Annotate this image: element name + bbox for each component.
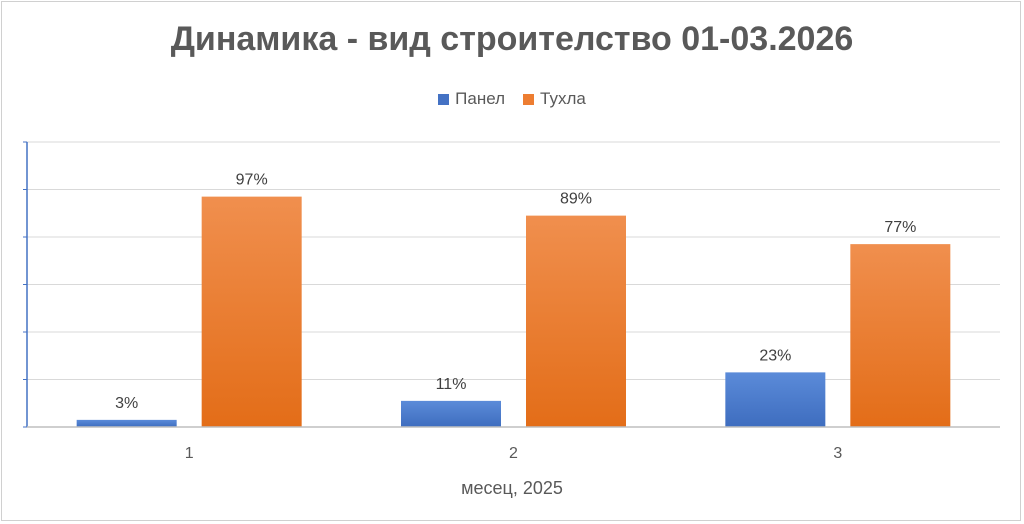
bars (76, 196, 951, 427)
bar-panel-1 (76, 419, 177, 427)
chart-title: Динамика - вид строителство 01-03.2026 (170, 20, 854, 58)
gridlines (27, 141, 1000, 428)
data-label-brick-1: 97% (236, 172, 268, 189)
legend-label-brick: Тухла (540, 89, 586, 108)
bar-panel-3 (725, 372, 826, 427)
bar-brick-2 (526, 215, 626, 427)
data-label-panel-3: 23% (759, 347, 791, 364)
legend-item-brick: Тухла (523, 89, 586, 109)
x-tick-label: 3 (833, 445, 842, 462)
legend-label-panel: Панел (455, 89, 506, 108)
data-label-panel-2: 11% (436, 376, 467, 393)
data-label-brick-3: 77% (884, 219, 916, 236)
x-tick-label: 2 (509, 445, 518, 462)
legend-swatch-panel (438, 93, 450, 105)
bar-panel-2 (401, 400, 501, 427)
data-label-panel-1: 3% (115, 395, 138, 412)
legend-item-panel: Панел (438, 89, 505, 109)
legend: Панел Тухла (0, 89, 1024, 109)
axes: 1 2 3 месец, 2025 (23, 141, 1000, 498)
legend-swatch-brick (523, 93, 535, 105)
bar-brick-3 (850, 244, 951, 427)
x-tick-label: 1 (185, 445, 194, 462)
data-label-brick-2: 89% (560, 191, 592, 208)
x-axis-title: месец, 2025 (461, 478, 563, 498)
data-labels: 3% 97% 11% 89% 23% 77% (115, 172, 916, 412)
bar-brick-1 (201, 196, 302, 427)
